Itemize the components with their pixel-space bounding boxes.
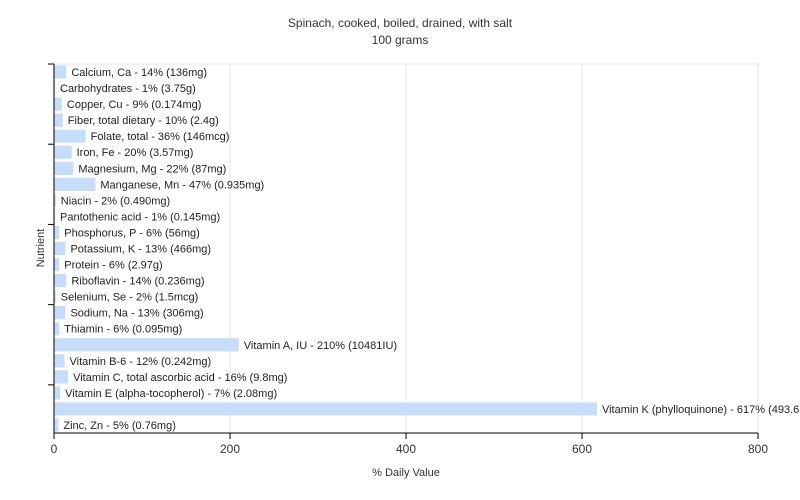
bar: [54, 386, 61, 400]
bar: [54, 193, 56, 207]
bar: [54, 306, 66, 320]
chart-title: Spinach, cooked, boiled, drained, with s…: [288, 16, 513, 30]
bar-label: Calcium, Ca - 14% (136mg): [71, 67, 207, 79]
x-tick-label: 200: [220, 442, 240, 456]
bar-label: Pantothenic acid - 1% (0.145mg): [60, 211, 220, 223]
bar: [54, 225, 60, 240]
bar: [54, 370, 69, 384]
bar: [54, 177, 96, 191]
bar: [54, 241, 66, 256]
y-axis-label: Nutrient: [35, 229, 47, 268]
bar: [54, 402, 597, 416]
x-tick-label: 600: [572, 442, 592, 456]
bar: [54, 290, 56, 304]
bar: [54, 322, 60, 336]
x-tick-label: 0: [51, 442, 58, 456]
bar: [54, 65, 67, 79]
bar-label: Zinc, Zn - 5% (0.76mg): [63, 420, 175, 432]
bar-label: Vitamin A, IU - 210% (10481IU): [244, 340, 397, 352]
bar: [54, 338, 239, 352]
x-axis-label: % Daily Value: [372, 467, 440, 479]
bar-label: Thiamin - 6% (0.095mg): [64, 324, 182, 336]
bar-label: Vitamin E (alpha-tocopherol) - 7% (2.08m…: [65, 388, 277, 400]
bar: [54, 161, 74, 175]
bar: [54, 97, 62, 111]
bar-label: Protein - 6% (2.97g): [64, 260, 162, 272]
bar: [54, 418, 59, 432]
bar-label: Phosphorus, P - 6% (56mg): [64, 227, 200, 239]
bar: [54, 354, 65, 368]
bar-label: Copper, Cu - 9% (0.174mg): [67, 99, 202, 111]
bar: [54, 129, 86, 143]
gridlines: [54, 63, 759, 433]
bar: [54, 113, 63, 127]
bar-label: Selenium, Se - 2% (1.5mcg): [61, 292, 199, 304]
axes: 0 200 400 600 800: [48, 63, 768, 456]
bar-label: Potassium, K - 13% (466mg): [70, 244, 211, 256]
bars: Calcium, Ca - 14% (136mg) Carbohydrates -…: [54, 65, 800, 432]
bar-label: Riboflavin - 14% (0.236mg): [71, 276, 204, 288]
x-tick-label: 400: [396, 442, 416, 456]
bar: [54, 145, 72, 159]
x-tick-label: 800: [748, 442, 768, 456]
bar-label: Vitamin B-6 - 12% (0.242mg): [70, 356, 212, 368]
bar-label: Carbohydrates - 1% (3.75g): [60, 83, 196, 95]
bar: [54, 257, 60, 272]
bar-label: Sodium, Na - 13% (306mg): [70, 308, 203, 320]
bar-label: Niacin - 2% (0.490mg): [61, 195, 170, 207]
bar-label: Manganese, Mn - 47% (0.935mg): [100, 179, 264, 191]
bar-label: Vitamin C, total ascorbic acid - 16% (9.…: [73, 372, 287, 384]
bar-label: Magnesium, Mg - 22% (87mg): [78, 163, 226, 175]
bar: [54, 274, 67, 288]
bar-label: Fiber, total dietary - 10% (2.4g): [68, 115, 219, 127]
bar-label: Folate, total - 36% (146mcg): [91, 131, 230, 143]
bar-label: Iron, Fe - 20% (3.57mg): [77, 147, 194, 159]
bar-label: Vitamin K (phylloquinone) - 617% (493.6m…: [602, 404, 800, 416]
chart-subtitle: 100 grams: [372, 33, 429, 47]
